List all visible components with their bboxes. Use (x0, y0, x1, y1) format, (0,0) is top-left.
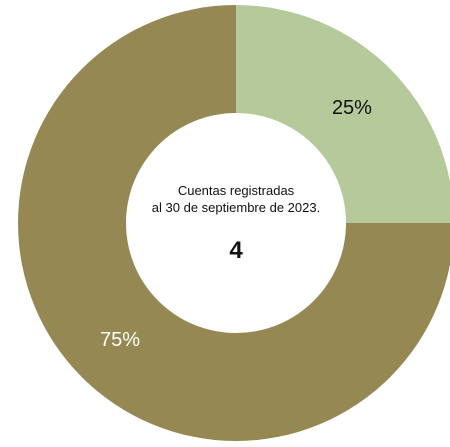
donut-slice-0 (236, 5, 450, 223)
center-caption-line-2: al 30 de septiembre de 2023. (152, 200, 320, 215)
center-group: Cuentas registradas al 30 de septiembre … (152, 183, 320, 264)
slice-labels: 25% 75% (100, 97, 372, 351)
center-caption-line-1: Cuentas registradas (178, 183, 295, 198)
donut-slices (18, 5, 450, 441)
donut-slice-1 (18, 5, 450, 441)
slice-label-1: 75% (100, 329, 140, 351)
slice-label-0: 25% (332, 97, 372, 119)
center-total-value: 4 (229, 237, 243, 264)
